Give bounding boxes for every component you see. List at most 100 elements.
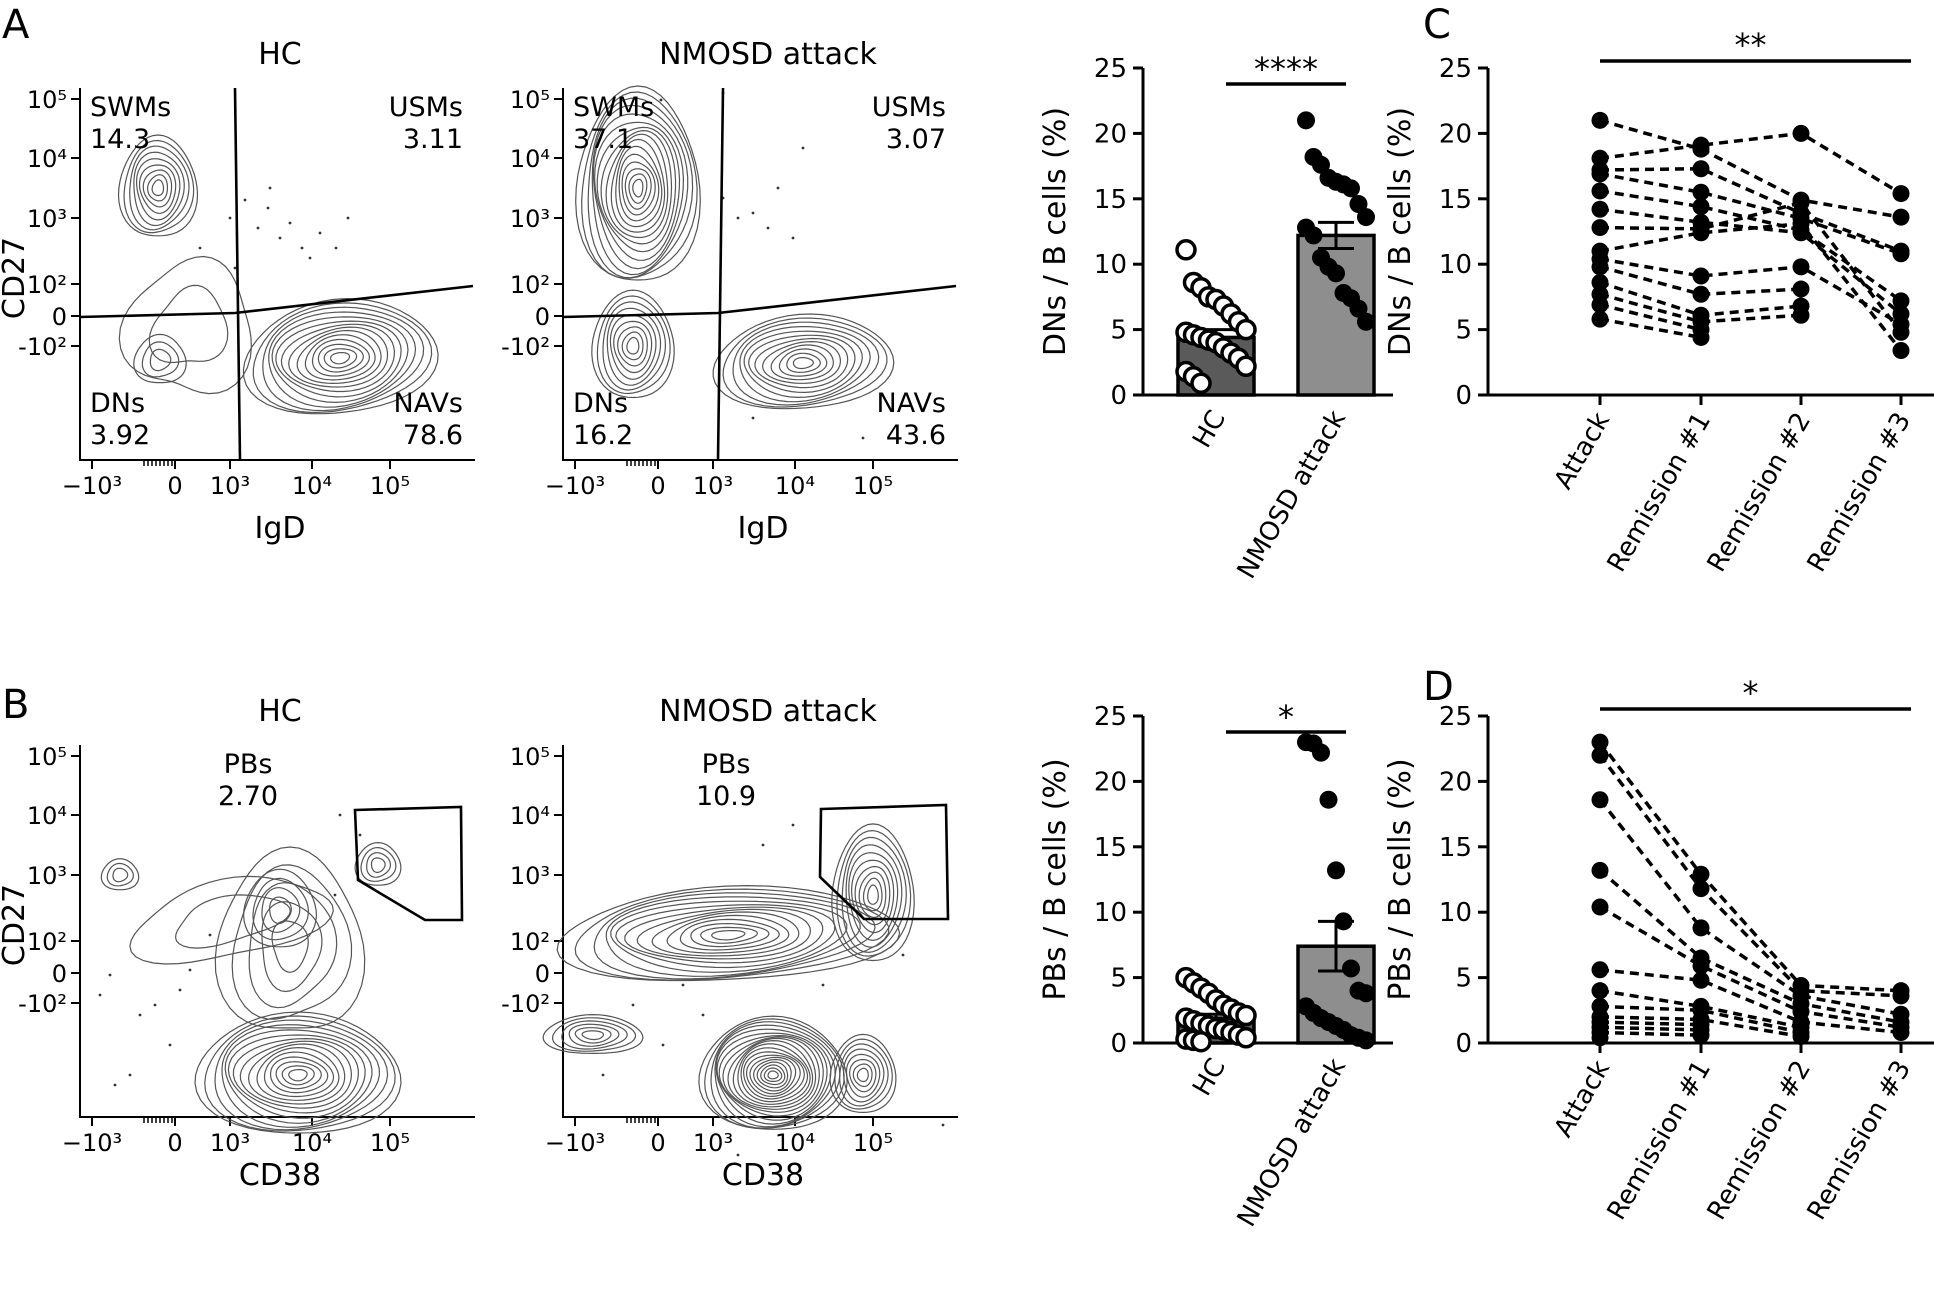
plot-title: HC: [258, 37, 302, 72]
event-dot: [300, 246, 304, 250]
y-axis-label: DNs / B cells (%): [1383, 107, 1418, 356]
density-contour: [270, 1056, 329, 1094]
data-point: [1692, 957, 1710, 975]
density-contour: [275, 1061, 322, 1090]
y-tick-label: 10²: [27, 928, 67, 956]
data-point: [1591, 200, 1609, 218]
density-contour: [280, 323, 396, 393]
subject-line: [1599, 988, 1802, 1030]
density-contour: [271, 316, 409, 404]
significance-stars: **: [1735, 26, 1767, 64]
density-contour: [848, 852, 899, 942]
density-contour: [610, 900, 848, 973]
data-point: [1892, 292, 1910, 310]
event-dot: [901, 953, 905, 957]
density-contour: [556, 884, 901, 982]
plot-title: HC: [258, 694, 302, 729]
y-tick-label: 0: [1110, 381, 1127, 411]
quadrant-label-swms: SWMs: [90, 92, 171, 123]
panel-letter-c: C: [1423, 2, 1451, 48]
y-tick-label: 10³: [27, 205, 67, 233]
density-contour: [151, 179, 165, 197]
density-contour: [149, 348, 172, 372]
data-point: [1792, 215, 1810, 233]
x-axis-label: IgD: [738, 511, 789, 546]
y-tick-label: 5: [1455, 316, 1472, 346]
subject-line: [1599, 257, 1902, 326]
y-axis-label: CD27: [0, 884, 32, 966]
x-tick-label: 10⁴: [292, 472, 332, 500]
density-contour: [742, 1051, 805, 1100]
x-tick-label: Remission #1: [1602, 1056, 1717, 1226]
y-tick-label: 25: [1094, 702, 1127, 732]
data-point: [1342, 959, 1360, 978]
subject-line: [1599, 200, 1903, 334]
data-point: [1591, 898, 1609, 916]
density-contour: [106, 862, 134, 887]
event-dot: [358, 833, 362, 837]
event-dot: [178, 988, 182, 992]
density-contour: [354, 841, 402, 886]
density-contour: [593, 892, 876, 980]
density-contour: [767, 1070, 779, 1080]
density-contour: [856, 1067, 869, 1083]
density-contour: [591, 289, 675, 399]
event-dot: [346, 216, 350, 220]
plot-title: NMOSD attack: [659, 694, 877, 729]
x-tick-label: −10³: [62, 1129, 122, 1157]
density-contour: [624, 906, 824, 964]
x-tick-label: NMOSD attack: [1232, 406, 1352, 584]
density-contour: [636, 908, 812, 960]
panel-letter-d: D: [1423, 664, 1454, 710]
data-point: [1892, 208, 1910, 226]
density-contour: [575, 85, 701, 281]
data-point: [1792, 124, 1810, 142]
data-point: [1692, 1026, 1710, 1044]
data-point: [1692, 160, 1710, 178]
event-dot: [98, 993, 102, 997]
event-dot: [318, 231, 322, 235]
density-contour: [123, 139, 195, 234]
x-tick-label: 10³: [210, 1129, 250, 1157]
subject-line: [1598, 798, 1902, 1016]
y-tick-label: 25: [1439, 54, 1472, 84]
quadrant-gate-vertical: [233, 87, 242, 461]
density-contour: [756, 1061, 789, 1089]
x-tick-label: Attack: [1549, 1056, 1616, 1143]
subject-line: [1598, 868, 1902, 1024]
density-contour: [231, 864, 353, 1020]
y-tick-label: 0: [52, 303, 67, 331]
y-tick-label: -10²: [501, 333, 550, 361]
event-dot: [138, 1013, 142, 1017]
event-dot: [751, 416, 755, 420]
y-tick-label: 0: [1110, 1029, 1127, 1059]
subject-line: [1599, 118, 1902, 219]
flow-plot-a-nmosd: NMOSD attack −10³ 0 10³ 10⁴ 10⁵ 10⁵ 10⁴ 10³ 10² 0…: [501, 37, 958, 546]
subject-line: [1599, 265, 1802, 297]
y-tick-label: 10: [1094, 250, 1127, 280]
data-point: [1692, 880, 1710, 898]
data-point: [1692, 183, 1710, 201]
density-contour: [748, 334, 856, 394]
event-dot: [701, 1013, 705, 1017]
density-contour: [366, 852, 392, 878]
y-tick-label: 10⁵: [27, 743, 67, 771]
data-point: [1235, 355, 1257, 377]
event-dot: [228, 216, 232, 220]
density-contour: [606, 307, 662, 386]
x-tick-label: 0: [167, 1129, 182, 1157]
data-point: [1892, 315, 1910, 333]
event-dot: [278, 236, 282, 240]
density-contour: [574, 1027, 612, 1044]
density-contour: [617, 326, 648, 367]
data-point: [1235, 1027, 1257, 1049]
y-tick-label: 15: [1439, 833, 1472, 863]
y-tick-label: 0: [52, 960, 67, 988]
density-contour: [551, 1017, 637, 1052]
density-contour: [862, 877, 883, 912]
x-tick-label: −10³: [62, 472, 122, 500]
x-tick-label: Attack: [1549, 408, 1616, 495]
bar-chart-dns: 0 5 10 15 20 25 HC NMOSD attack DNs / B cells (%…: [1038, 50, 1393, 584]
density-contour: [746, 1054, 801, 1098]
